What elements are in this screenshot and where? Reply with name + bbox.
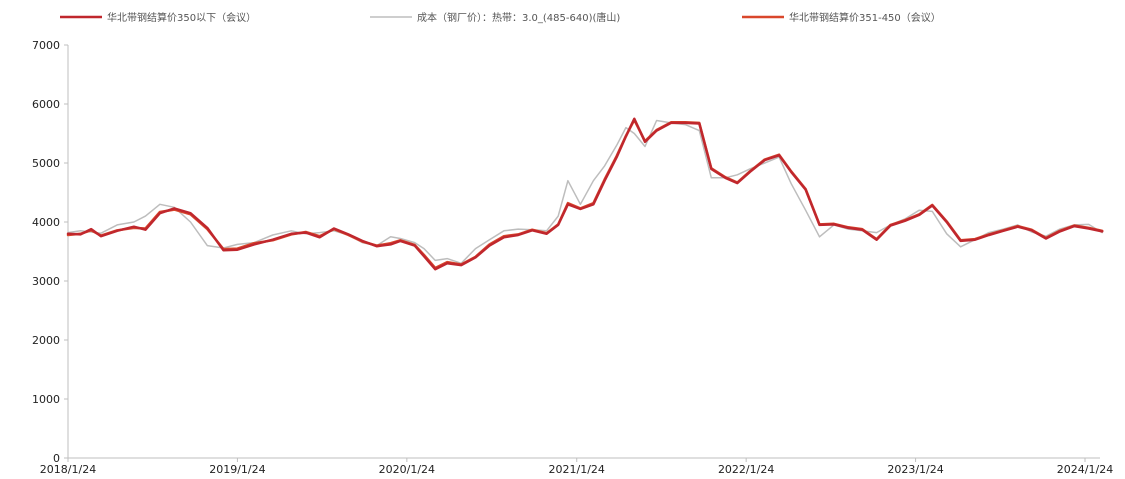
y-tick-label: 4000	[32, 216, 60, 229]
y-tick-label: 3000	[32, 275, 60, 288]
legend-entry-series-1[interactable]: 华北带钢结算价350以下（会议）	[60, 11, 256, 24]
x-tick-label: 2020/1/24	[379, 463, 435, 476]
legend-label-series-3: 华北带钢结算价351-450（会议）	[789, 11, 941, 24]
y-axis: 0 1000 2000 3000 4000 5000 6000 7000	[32, 39, 69, 465]
x-tick-label: 2024/1/24	[1057, 463, 1113, 476]
series-line-2	[67, 119, 1103, 265]
x-tick-label: 2022/1/24	[718, 463, 774, 476]
legend-label-series-2: 成本（钢厂价）：热带：3.0_(485-640)(唐山)	[417, 11, 620, 24]
x-axis: 2018/1/24 2019/1/24 2020/1/24 2021/1/24 2022…	[40, 457, 1113, 476]
legend: 华北带钢结算价350以下（会议） 成本（钢厂价）：热带：3.0_(485-640…	[60, 11, 941, 24]
y-tick-label: 6000	[32, 98, 60, 111]
x-tick-label: 2023/1/24	[887, 463, 943, 476]
x-tick-label: 2018/1/24	[40, 463, 96, 476]
legend-entry-series-2[interactable]: 成本（钢厂价）：热带：3.0_(485-640)(唐山)	[370, 11, 620, 24]
series-line-3	[66, 118, 1104, 270]
x-tick-label: 2021/1/24	[549, 463, 605, 476]
series-layer	[66, 117, 1104, 271]
y-tick-label: 7000	[32, 39, 60, 52]
y-tick-label: 2000	[32, 334, 60, 347]
y-tick-label: 5000	[32, 157, 60, 170]
y-tick-label: 0	[53, 452, 60, 465]
legend-entry-series-3[interactable]: 华北带钢结算价351-450（会议）	[742, 11, 941, 24]
legend-label-series-1: 华北带钢结算价350以下（会议）	[107, 11, 256, 24]
y-tick-label: 1000	[32, 393, 60, 406]
series-line-1	[66, 117, 1104, 271]
x-tick-label: 2019/1/24	[209, 463, 265, 476]
